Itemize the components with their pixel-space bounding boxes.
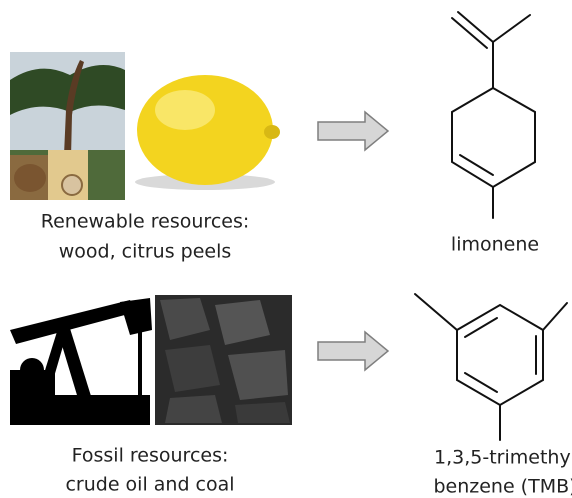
source-label: Renewable resources: xyxy=(41,211,250,233)
arrow xyxy=(318,112,388,150)
page: {"rows": [ {"source_label": ["Renewable … xyxy=(0,0,572,498)
source-label: crude oil and coal xyxy=(65,474,234,496)
product-label: limonene xyxy=(451,234,539,256)
arrow xyxy=(318,332,388,370)
source-label: wood, citrus peels xyxy=(59,241,232,263)
tmb-structure xyxy=(415,294,567,440)
diagram: Renewable resources: wood, citrus peels … xyxy=(0,0,572,498)
product-label: benzene (TMB) xyxy=(433,476,572,498)
lemon-photo xyxy=(135,75,280,190)
limonene-structure xyxy=(452,12,535,218)
wood-photo xyxy=(10,52,125,200)
product-label: 1,3,5-trimethyl xyxy=(434,447,572,469)
oil-pump-photo xyxy=(10,298,152,425)
coal-photo xyxy=(155,295,292,425)
source-label: Fossil resources: xyxy=(72,445,229,467)
